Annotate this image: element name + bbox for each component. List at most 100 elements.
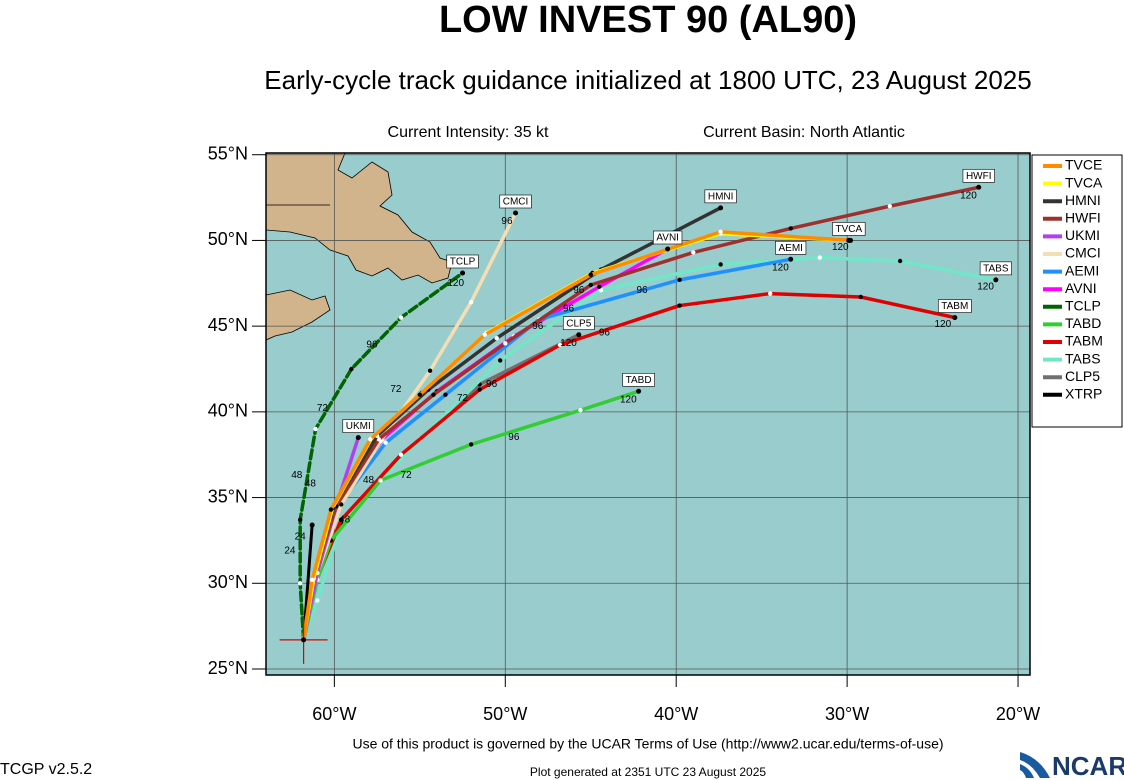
end-label-text: HWFI	[966, 171, 992, 182]
end-label: AVNI	[653, 230, 683, 245]
x-tick-label: 30°W	[825, 704, 869, 724]
x-tick-label: 50°W	[483, 704, 527, 724]
hour-label: 72	[317, 403, 329, 414]
track-point	[588, 272, 593, 277]
hour-label: 72	[457, 393, 469, 404]
plot-frame	[265, 152, 1031, 676]
track-end	[993, 277, 999, 283]
legend-label: TABS	[1065, 350, 1101, 366]
hour-label: 96	[501, 216, 513, 227]
track-point	[398, 315, 404, 320]
end-label: AEMI	[775, 240, 807, 255]
end-label-box	[979, 261, 1012, 276]
end-label: HWFI	[962, 168, 995, 183]
end-label-text: HMNI	[708, 191, 734, 202]
hour-label: 24	[284, 545, 296, 556]
legend-label: HMNI	[1065, 192, 1101, 208]
track-point	[431, 392, 436, 397]
track-end	[513, 210, 519, 216]
chart-subtitle: Early-cycle track guidance initialized a…	[264, 65, 1031, 95]
hour-label: 48	[363, 475, 375, 486]
end-label-text: AVNI	[656, 233, 679, 244]
hour-label: 120	[977, 281, 994, 292]
end-label: TABD	[622, 372, 655, 387]
track-point	[339, 517, 344, 523]
hour-label: 96	[508, 432, 520, 443]
x-tick-label: 60°W	[312, 704, 356, 724]
track-point	[349, 366, 354, 372]
end-label-text: TVCA	[835, 224, 862, 235]
end-label-box	[342, 419, 375, 433]
legend-label: TVCA	[1065, 174, 1103, 190]
end-label: CMCI	[499, 194, 532, 209]
end-label-text: AEMI	[778, 243, 802, 254]
y-tick-label: 45°N	[208, 315, 248, 335]
current-position-dot	[301, 637, 307, 643]
end-label: CLP5	[562, 316, 595, 331]
terms: Use of this product is governed by the U…	[352, 736, 943, 752]
current-intensity: Current Intensity: 35 kt	[388, 124, 550, 141]
end-label-box	[775, 240, 807, 255]
hour-label: 96	[599, 328, 611, 339]
track-end	[976, 184, 982, 190]
legend-label: UKMI	[1065, 227, 1100, 243]
track-point	[427, 368, 433, 373]
legend-label: CLP5	[1065, 368, 1100, 384]
end-label: TABM	[937, 299, 972, 313]
hour-label: 120	[960, 190, 977, 201]
hour-label: 96	[532, 321, 544, 332]
x-tick-label: 20°W	[996, 704, 1040, 724]
track-point	[897, 258, 903, 264]
hour-label: 120	[934, 319, 951, 330]
track-end	[309, 522, 315, 528]
hour-label: 120	[447, 278, 464, 289]
end-label-box	[562, 316, 595, 331]
end-label-text: TABM	[941, 301, 968, 312]
hour-label: 120	[620, 394, 637, 405]
ncar-icon	[1020, 752, 1050, 778]
nova-scotia	[266, 289, 331, 341]
legend-label: AVNI	[1065, 280, 1097, 296]
end-label-text: CLP5	[566, 318, 591, 329]
track-point	[691, 250, 696, 255]
track-point	[497, 358, 503, 363]
end-label-text: TCLP	[450, 257, 476, 268]
track-point	[578, 407, 583, 413]
track-point	[328, 507, 334, 512]
overlay: TVCA HMNI HWFI UKMI CMCI AEMI AVNI TCLP TABD TABM…	[279, 168, 1012, 664]
track-point	[788, 226, 793, 231]
legend-label: TVCE	[1065, 157, 1102, 173]
track-end	[460, 270, 466, 276]
track-point	[468, 442, 474, 447]
hour-label: 96	[366, 340, 378, 351]
y-tick-label: 55°N	[208, 143, 248, 163]
hour-label: 120	[832, 242, 849, 253]
generated: Plot generated at 2351 UTC 23 August 202…	[530, 765, 766, 779]
hour-label: 72	[390, 384, 402, 395]
legend-label: HWFI	[1065, 210, 1101, 226]
track-end	[576, 332, 582, 338]
track-point	[482, 332, 487, 337]
hour-label: 120	[772, 262, 789, 273]
end-label: UKMI	[342, 419, 375, 433]
track-point	[339, 502, 344, 507]
track-point	[557, 342, 563, 348]
track-point	[297, 581, 303, 586]
track-point	[443, 392, 448, 397]
chart-title: LOW INVEST 90 (AL90)	[439, 0, 857, 41]
end-label-box	[962, 168, 995, 183]
track-point	[315, 598, 320, 603]
y-tick-label: 25°N	[208, 658, 248, 678]
end-label-box	[653, 230, 683, 245]
track-point	[718, 262, 723, 267]
track-end	[636, 388, 642, 394]
end-label-text: TABD	[626, 375, 652, 386]
y-tick-label: 30°N	[208, 572, 248, 592]
grid: 25°N 30°N 35°N 40°N 45°N 50°N 55°N 60°W 50°W 40°W…	[208, 143, 1040, 723]
track-point	[297, 517, 303, 523]
legend-label: TCLP	[1065, 298, 1101, 314]
hour-label: 96	[573, 285, 585, 296]
track-point	[378, 478, 383, 483]
hour-label: 120	[560, 338, 577, 349]
track-point	[598, 287, 604, 293]
